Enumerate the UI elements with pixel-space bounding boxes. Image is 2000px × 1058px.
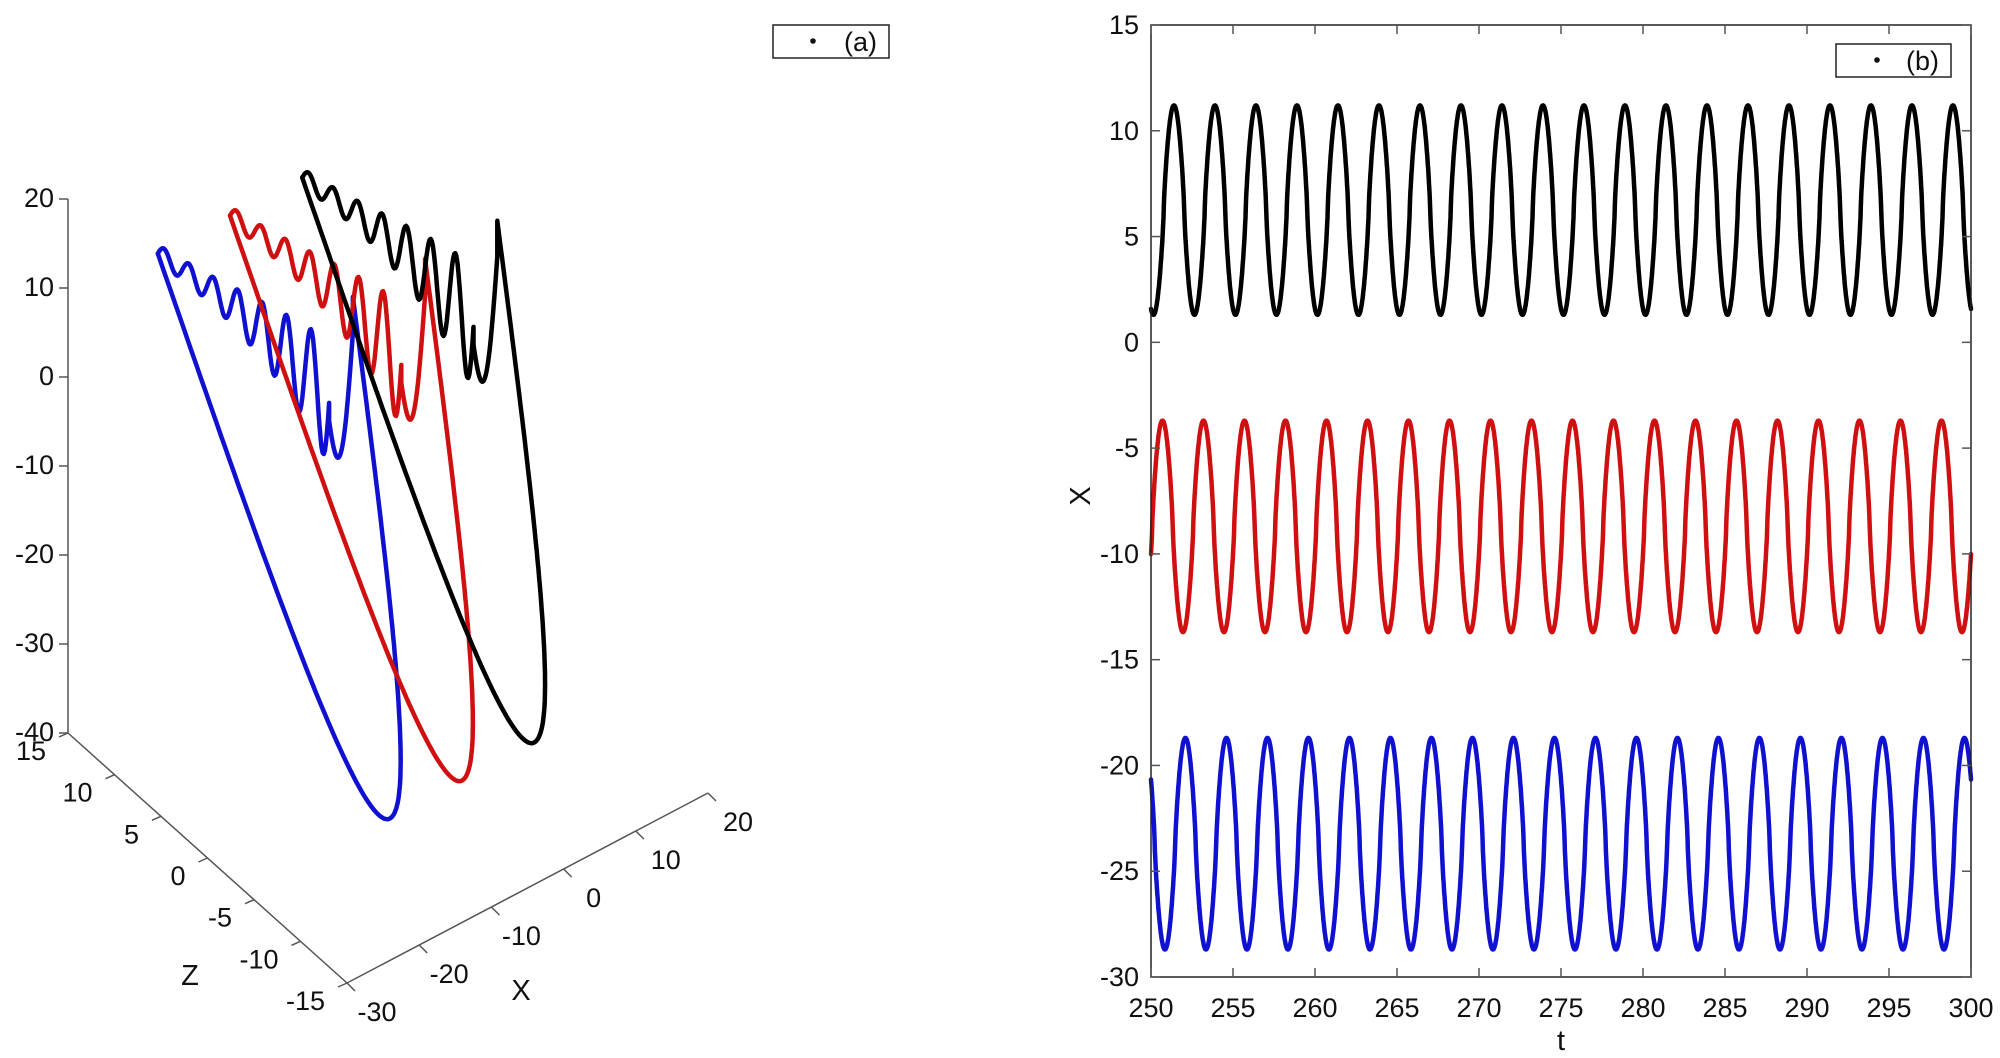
panel-a-3d-plot: -30-20-1001020-15-10-5051015-40-30-20-10… [15,24,890,1027]
panel-b-y-tick-label: -15 [1100,645,1139,675]
panel-a-vertical-tick-label: -20 [15,539,54,569]
panel-b-x-tick-label: 260 [1292,993,1337,1023]
panel-b-legend: (b) [1835,43,1952,78]
panel-b-x-tick-label: 255 [1210,993,1255,1023]
panel-a-x-tick-mark [707,792,717,802]
legend-dot-marker [1874,57,1880,63]
panel-a-z-tick-label: -10 [239,944,278,974]
panel-b-x-tick-label: 285 [1702,993,1747,1023]
panel-a-vertical-tick-label: 10 [24,272,54,302]
panel-b-y-tick-label: -30 [1100,962,1139,992]
panel-b-x-tick-label: 250 [1128,993,1173,1023]
panel-a-x-tick-mark [563,868,573,878]
panel-a-x-tick-label: -20 [430,959,469,989]
panel-a-z-tick-label: 0 [170,861,185,891]
panel-a-vertical-tick-label: 0 [39,361,54,391]
panel-a-x-axis-label: X [511,975,530,1007]
panel-a-vertical-tick-label: -40 [15,717,54,747]
panel-a-x-tick-mark [490,906,500,916]
panel-a-z-tick-label: -5 [208,903,232,933]
panel-a-z-axis-label: Z [181,960,199,992]
panel-b-x-tick-label: 270 [1456,993,1501,1023]
panel-b-y-tick-label: 5 [1124,222,1139,252]
panel-a-legend-label: (a) [844,27,877,57]
panel-a-x-tick-label: 0 [586,883,601,913]
panel-a-axes: -30-20-1001020-15-10-5051015-40-30-20-10… [15,183,753,1027]
panel-b-x-tick-label: 290 [1784,993,1829,1023]
panel-a-z-tick-mark [244,898,255,905]
panel-a-legend: (a) [772,24,890,59]
panel-b-y-tick-label: 15 [1109,10,1139,40]
panel-a-x-tick-mark [418,944,428,954]
panel-a-z-tick-mark [337,982,348,988]
panel-a-x-tick-label: -30 [357,997,396,1027]
panel-b-legend-label: (b) [1906,46,1939,76]
panel-a-x-tick-mark [635,830,645,840]
panel-a-z-tick-mark [198,857,208,863]
panel-a-z-tick-mark [151,815,162,822]
panel-a-z-tick-label: -15 [286,986,325,1016]
panel-b-y-tick-label: -10 [1100,539,1139,569]
panel-b-axes-frame [1150,24,1972,978]
legend-dot-marker [810,38,816,44]
panel-b-x-tick-label: 265 [1374,993,1419,1023]
panel-a-z-tick-label: 5 [124,819,139,849]
panel-b-x-tick-label: 275 [1538,993,1583,1023]
panel-b-series-3-line [1148,735,1974,952]
panel-b-y-tick-label: -20 [1100,750,1139,780]
panel-a-z-tick-mark [291,940,301,947]
panel-a-vertical-tick-label: -30 [15,628,54,658]
panel-b-series-1-line [1148,103,1974,318]
panel-b-y-tick-label: 0 [1124,327,1139,357]
panel-b-x-tick-label: 300 [1948,993,1993,1023]
panel-a-z-tick-mark [105,773,115,780]
panel-a-x-tick-label: -10 [502,921,541,951]
panel-a-z-tick-label: 10 [62,778,92,808]
panel-a-x-axis-line [346,792,709,984]
panel-b-x-tick-label: 295 [1866,993,1911,1023]
panel-b-y-tick-label: -25 [1100,856,1139,886]
panel-b-x-tick-label: 280 [1620,993,1665,1023]
panel-a-z-tick-label: 15 [16,736,46,766]
panel-b-series-2-line [1148,418,1974,635]
panel-a-vertical-tick-label: 20 [24,183,54,213]
panel-a-vertical-tick-label: -10 [15,450,54,480]
panel-a-curves [155,169,548,822]
panel-a-series-2-trajectory [227,207,476,784]
panel-b-y-tick-label: 10 [1109,116,1139,146]
panel-b-curves [1148,103,1974,952]
panel-a-series-1-trajectory [155,245,403,822]
panel-b-y-tick-label: -5 [1115,433,1139,463]
panel-b-time-series-plot: 250 255 260 265 270 275 280 285 290 295 300 -30 -25 -… [1065,10,1994,1057]
panel-a-series-3-trajectory [299,169,548,746]
panel-a-x-tick-label: 10 [651,845,681,875]
panel-b-x-axis-label: t [1557,1025,1565,1057]
panel-b-axes: 250 255 260 265 270 275 280 285 290 295 300 -30 -25 -… [1100,10,1994,1023]
panel-a-x-tick-label: 20 [723,807,753,837]
panel-b-y-axis-label: X [1065,486,1097,505]
panel-a-x-tick-mark [346,982,356,992]
